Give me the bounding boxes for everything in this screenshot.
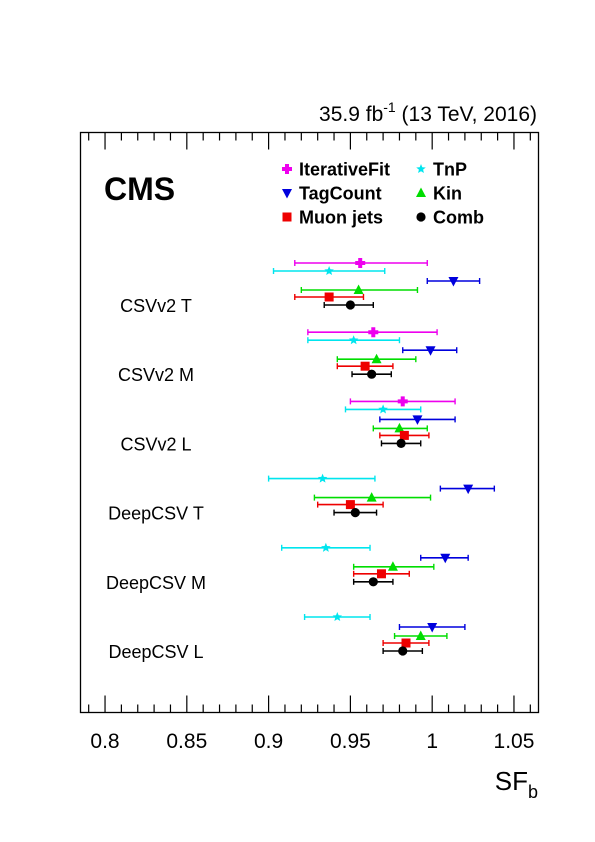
legend-marker-kin (416, 188, 426, 198)
x-tick-label: 0.8 (90, 730, 119, 753)
legend: IterativeFit TnP TagCount Kin Muon jets Comb (282, 160, 484, 228)
x-tick-label: 1 (426, 730, 438, 753)
legend-marker-muon-jets (283, 213, 292, 222)
x-tick-label: 0.85 (166, 730, 207, 753)
category-label: CSVv2 T (120, 296, 192, 316)
x-tick-label: 0.95 (330, 730, 371, 753)
category-label: CSVv2 M (118, 365, 194, 385)
legend-label-tagcount: TagCount (299, 184, 382, 204)
legend-marker-iterativefit (282, 164, 292, 174)
muon-jets-point (400, 431, 409, 440)
comb-point (346, 300, 355, 309)
muon-jets-point (325, 293, 334, 302)
tnp-point (349, 335, 359, 344)
muon-jets-point (402, 639, 411, 648)
muon-jets-point (377, 569, 386, 578)
tnp-point (333, 612, 343, 621)
x-axis-tick-labels: 0.8 0.85 0.9 0.95 1 1.05 (90, 730, 534, 753)
category-label: DeepCSV T (108, 504, 204, 524)
category-label: DeepCSV M (106, 573, 206, 593)
legend-label-comb: Comb (433, 208, 484, 228)
category-label: DeepCSV L (108, 642, 203, 662)
category-label: CSVv2 L (120, 434, 191, 454)
iterativefit-point (398, 396, 408, 406)
x-tick-label: 0.9 (254, 730, 283, 753)
muon-jets-point (346, 500, 355, 509)
comb-point (398, 646, 407, 655)
legend-marker-tnp (416, 164, 426, 173)
tnp-point (318, 474, 328, 483)
tnp-point (378, 404, 388, 413)
tnp-point (324, 266, 334, 275)
legend-label-kin: Kin (433, 184, 462, 204)
comb-point (351, 508, 360, 517)
comb-point (367, 370, 376, 379)
legend-marker-tagcount (282, 189, 292, 199)
muon-jets-point (361, 362, 370, 371)
iterativefit-point (368, 327, 378, 337)
iterativefit-point (355, 258, 365, 268)
cms-label: CMS (104, 171, 175, 207)
data-points (269, 258, 495, 656)
comb-point (397, 439, 406, 448)
x-tick-label: 1.05 (494, 730, 535, 753)
legend-marker-comb (416, 212, 425, 221)
legend-label-muon-jets: Muon jets (299, 208, 383, 228)
category-labels: CSVv2 T CSVv2 M CSVv2 L DeepCSV T DeepCSV M D… (106, 296, 206, 662)
legend-label-iterativefit: IterativeFit (299, 160, 390, 180)
comb-point (369, 577, 378, 586)
tnp-point (321, 543, 331, 552)
lumi-label: 35.9 fb-1 (13 TeV, 2016) (319, 99, 537, 126)
legend-label-tnp: TnP (433, 160, 467, 180)
x-axis-title: SFb (495, 766, 538, 802)
